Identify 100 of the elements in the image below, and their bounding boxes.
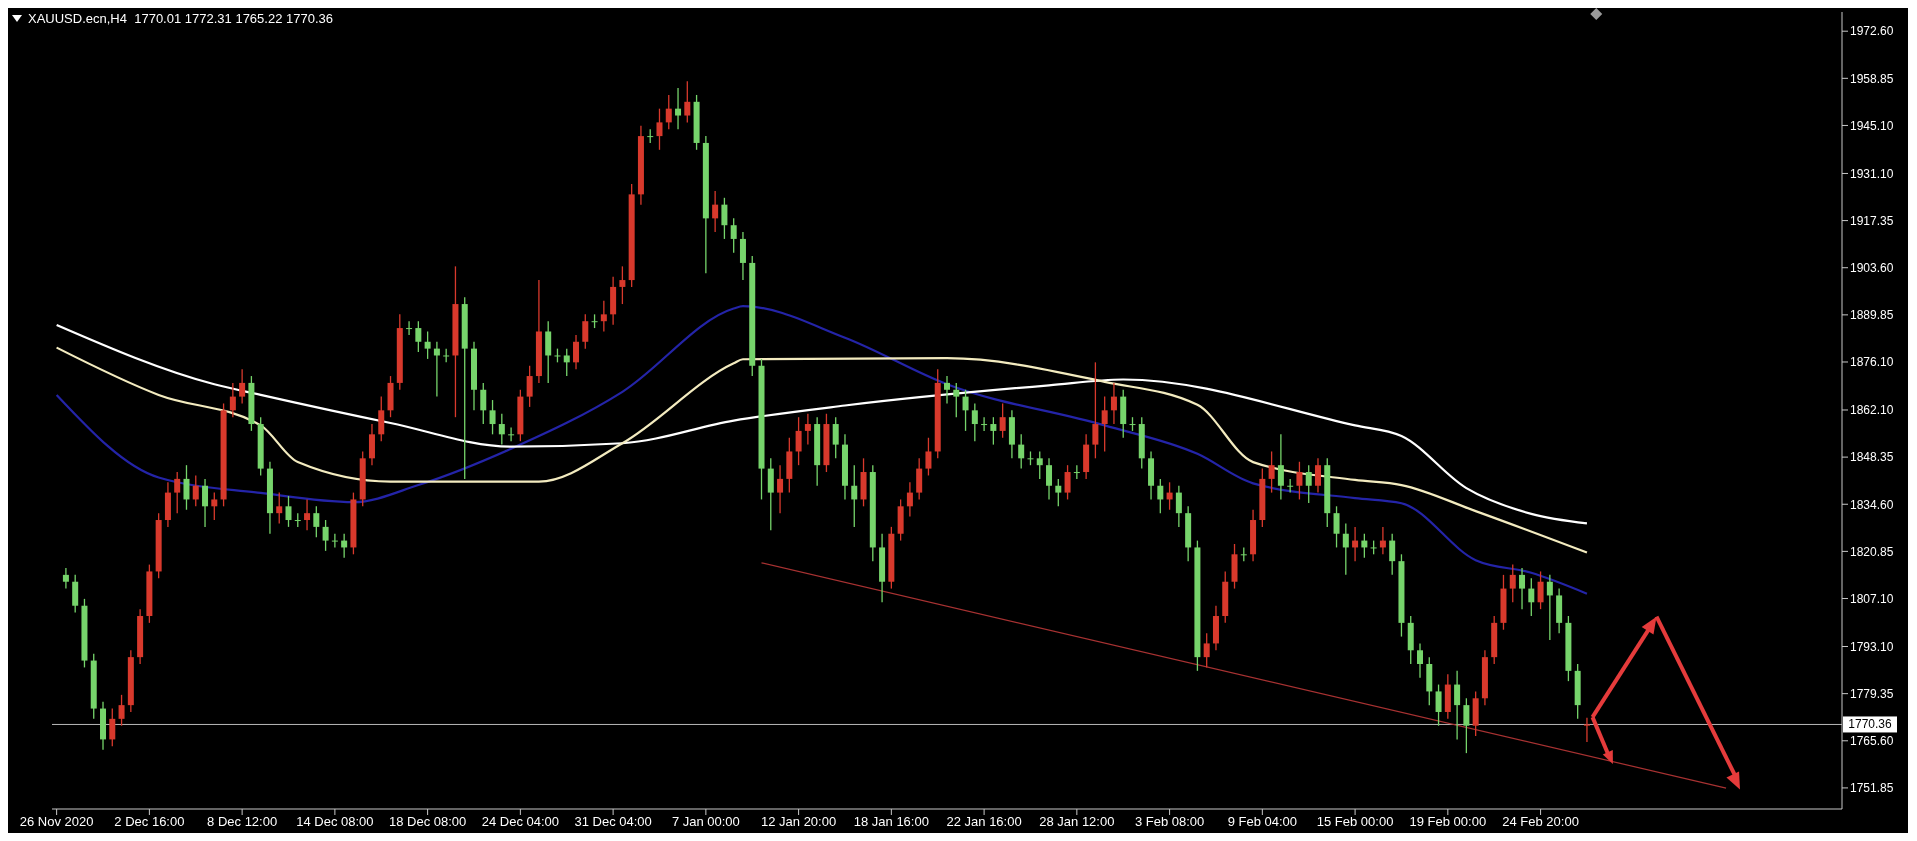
candlestick — [1342, 522, 1349, 576]
y-tick-label: 1917.35 — [1850, 213, 1894, 228]
y-tick-label: 1972.60 — [1850, 24, 1894, 39]
candlestick — [378, 395, 385, 442]
y-tick-label: 1751.85 — [1850, 781, 1894, 796]
candlestick — [1454, 670, 1461, 741]
x-tick-label: 26 Nov 2020 — [19, 814, 94, 830]
candlestick — [582, 313, 589, 350]
candlestick — [526, 365, 533, 408]
candlestick — [313, 505, 320, 538]
candlestick — [1333, 505, 1340, 549]
candlestick — [304, 498, 311, 531]
y-tick-label: 1889.85 — [1850, 308, 1894, 323]
line-series — [55, 305, 1589, 595]
candlestick — [1055, 478, 1062, 507]
candlestick — [990, 416, 997, 446]
candlestick — [1101, 395, 1108, 453]
candlestick — [1537, 570, 1544, 610]
candlestick — [804, 413, 811, 446]
candlestick — [1314, 457, 1321, 494]
candlestick — [1036, 450, 1043, 480]
candlestick — [944, 375, 950, 405]
candlestick — [906, 481, 913, 518]
x-tick-label: 2 Dec 16:00 — [114, 814, 185, 830]
candlestick — [62, 567, 69, 590]
candlestick — [415, 320, 422, 353]
x-tick-label: 3 Feb 08:00 — [1134, 814, 1205, 830]
y-tick-label: 1765.60 — [1850, 734, 1894, 749]
y-tick-label: 1834.60 — [1850, 497, 1894, 512]
candlestick — [573, 334, 580, 370]
y-tick-label: 1862.10 — [1850, 403, 1894, 418]
y-tick-label: 1903.60 — [1850, 260, 1894, 275]
y-tick-label: 1958.85 — [1850, 71, 1894, 86]
candlestick — [508, 426, 515, 442]
candlestick — [656, 108, 663, 151]
candlestick — [1046, 457, 1053, 501]
y-tick-label: 1931.10 — [1850, 166, 1894, 181]
x-tick-label: 7 Jan 00:00 — [671, 814, 740, 830]
y-tick-label: 1876.10 — [1850, 355, 1894, 370]
candlestick — [489, 399, 496, 435]
candlestick — [276, 491, 283, 525]
candlestick — [1018, 433, 1025, 470]
candlestick — [239, 368, 246, 405]
candlestick — [424, 330, 431, 360]
x-tick-label: 31 Dec 04:00 — [574, 814, 652, 830]
candlestick — [331, 533, 338, 549]
candlestick — [285, 495, 292, 528]
candlestick — [1417, 642, 1424, 679]
candlestick — [183, 464, 190, 511]
candlestick — [1092, 361, 1099, 459]
candlestick — [480, 382, 487, 425]
chart-title: XAUUSD.ecn,H4 1770.01 1772.31 1765.22 1770.36 — [28, 11, 334, 26]
x-tick-label: 18 Dec 08:00 — [388, 814, 467, 830]
candlestick — [109, 707, 116, 747]
candlestick — [971, 402, 978, 442]
candlestick — [563, 347, 570, 377]
x-tick-label: 19 Feb 00:00 — [1409, 814, 1487, 830]
x-tick-label: 9 Feb 04:00 — [1227, 814, 1298, 830]
candlestick — [675, 87, 682, 130]
candlestick — [851, 464, 858, 528]
candlestick — [916, 457, 923, 501]
candlestick — [962, 389, 969, 432]
candlestick — [229, 382, 236, 418]
candlestick — [1064, 464, 1071, 501]
candlestick — [739, 231, 746, 281]
candlestick — [600, 299, 607, 333]
candlestick — [1546, 574, 1553, 641]
candlestick — [953, 382, 960, 418]
candlestick — [1583, 717, 1590, 743]
x-tick-label: 28 Jan 12:00 — [1039, 814, 1115, 830]
candlestick — [981, 416, 988, 432]
candlestick — [174, 471, 181, 514]
candlestick — [1157, 478, 1164, 514]
candlestick — [777, 464, 784, 514]
x-tick-label: 15 Feb 00:00 — [1316, 814, 1394, 830]
candlestick — [730, 217, 737, 254]
y-tick-label: 1793.10 — [1850, 639, 1894, 654]
x-tick-label: 22 Jan 16:00 — [946, 814, 1022, 830]
candlestick — [1389, 533, 1396, 576]
candlestick — [925, 437, 932, 477]
y-tick-label: 1807.10 — [1850, 591, 1894, 606]
candlestick — [684, 80, 691, 124]
candlestick — [406, 320, 413, 336]
candlestick — [795, 416, 802, 466]
candlestick — [1110, 382, 1117, 425]
y-tick-label: 1848.35 — [1850, 450, 1894, 465]
candlestick — [721, 197, 728, 240]
candlestick — [211, 491, 218, 521]
candlestick — [368, 423, 375, 466]
candlestick — [498, 413, 505, 446]
candlestick — [1296, 461, 1303, 501]
candlestick — [202, 478, 209, 528]
line-series — [55, 346, 1589, 554]
candlestick — [832, 416, 839, 459]
x-tick-label: 24 Feb 20:00 — [1502, 814, 1579, 830]
candlestick — [72, 574, 79, 614]
candlestick — [1509, 563, 1516, 603]
candlestick — [1435, 683, 1442, 727]
x-tick-label: 24 Dec 04:00 — [481, 814, 560, 830]
y-tick-label: 1945.10 — [1850, 118, 1894, 133]
